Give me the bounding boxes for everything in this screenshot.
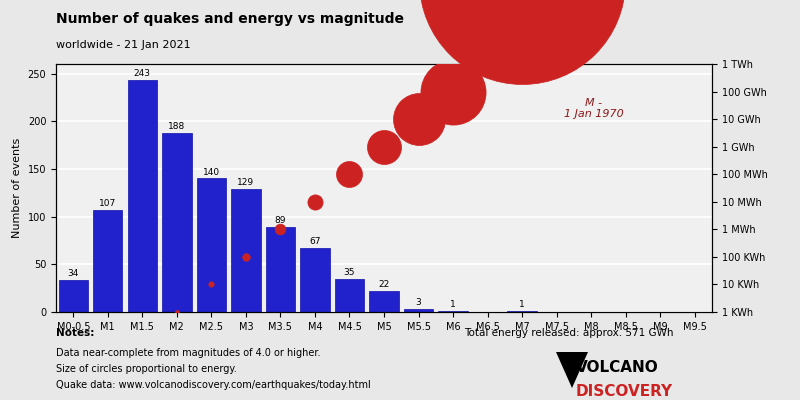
Point [446,88,459,95]
Text: 243: 243 [134,69,151,78]
Point [170,309,183,315]
Text: M -
1 Jan 1970: M - 1 Jan 1970 [564,98,624,120]
Bar [93,210,122,312]
Point [67,392,80,398]
Point [378,144,390,150]
Text: 22: 22 [378,280,390,289]
Text: 34: 34 [67,269,79,278]
Point [136,336,149,343]
Text: 1: 1 [519,300,525,309]
Point [309,198,322,205]
Y-axis label: Number of events: Number of events [12,138,22,238]
Text: Data near-complete from magnitudes of 4.0 or higher.: Data near-complete from magnitudes of 4.… [56,348,321,358]
Text: 140: 140 [203,168,220,176]
Point [239,254,252,260]
Bar [438,311,468,312]
Bar [231,189,261,312]
Text: worldwide - 21 Jan 2021: worldwide - 21 Jan 2021 [56,40,190,50]
Bar [404,309,433,312]
Text: Size of circles proportional to energy.: Size of circles proportional to energy. [56,364,237,374]
Text: 188: 188 [168,122,186,131]
Text: 35: 35 [344,268,355,277]
Bar [300,248,330,312]
Text: 129: 129 [238,178,254,187]
Bar [162,133,191,312]
Point [412,116,425,122]
Bar [58,280,88,312]
Bar [128,80,157,312]
Text: 89: 89 [274,216,286,225]
Text: 67: 67 [309,237,321,246]
Point [343,171,356,178]
Text: DISCOVERY: DISCOVERY [576,384,673,399]
Bar [197,178,226,312]
Text: 3: 3 [416,298,422,307]
Text: Number of quakes and energy vs magnitude: Number of quakes and energy vs magnitude [56,12,404,26]
Text: Quake data: www.volcanodiscovery.com/earthquakes/today.html: Quake data: www.volcanodiscovery.com/ear… [56,380,370,390]
Bar [507,311,537,312]
Text: Total energy released: approx. 571 GWh: Total energy released: approx. 571 GWh [464,328,674,338]
Point [102,364,114,370]
Point [274,226,287,232]
Text: 107: 107 [99,199,117,208]
Point [205,281,218,288]
Text: 1: 1 [450,300,456,309]
Bar [334,279,364,312]
Text: VOLCANO: VOLCANO [576,360,658,375]
Bar [370,291,398,312]
Bar [266,227,295,312]
Text: Notes:: Notes: [56,328,94,338]
